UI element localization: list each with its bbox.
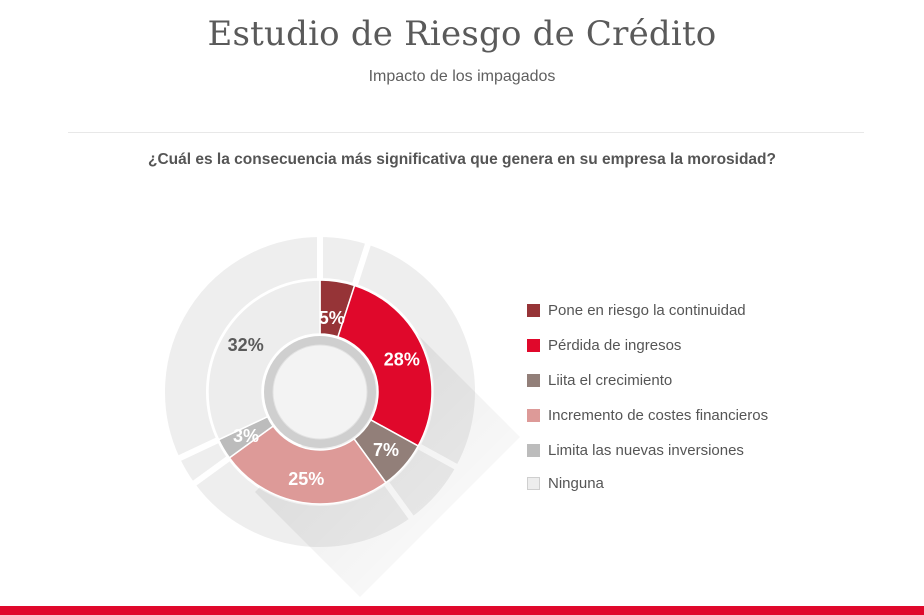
legend-swatch — [527, 374, 540, 387]
pie-slices — [207, 279, 433, 505]
slice-labels: 5% 28% 7% 25% 3% 32% — [228, 308, 420, 489]
legend-label: Incremento de costes financieros — [548, 407, 769, 424]
slice-label: 25% — [288, 469, 324, 489]
hole-center — [272, 344, 368, 440]
legend-label: Liita el crecimiento — [548, 372, 673, 389]
bottom-brand-bar — [0, 606, 924, 615]
legend-label: Limita las nuevas inversiones — [548, 442, 744, 459]
legend-swatch — [527, 304, 540, 317]
pie-slice — [228, 425, 387, 505]
legend-item: Limita las nuevas inversiones — [527, 442, 768, 459]
center-hole — [264, 336, 376, 448]
legend-swatch — [527, 444, 540, 457]
pie-slice — [336, 284, 433, 447]
slice-label: 3% — [233, 426, 259, 446]
legend: Pone en riesgo la continuidad Pérdida de … — [527, 302, 768, 492]
slice-label: 7% — [373, 440, 399, 460]
slice-label: 32% — [228, 335, 264, 355]
slice-label: 5% — [319, 308, 345, 328]
pie-slice — [207, 279, 321, 441]
legend-swatch — [527, 339, 540, 352]
legend-label: Pone en riesgo la continuidad — [548, 302, 746, 319]
legend-item: Pone en riesgo la continuidad — [527, 302, 768, 319]
legend-item: Incremento de costes financieros — [527, 407, 768, 424]
legend-label: Ninguna — [548, 475, 604, 492]
divider — [68, 132, 864, 133]
legend-item: Ninguna — [527, 475, 768, 492]
slice-label: 28% — [384, 350, 420, 370]
legend-swatch — [527, 409, 540, 422]
legend-item: Pérdida de ingresos — [527, 337, 768, 354]
legend-item: Liita el crecimiento — [527, 372, 768, 389]
page-subtitle: Impacto de los impagados — [368, 68, 556, 85]
legend-swatch — [527, 477, 540, 490]
page-title: Estudio de Riesgo de Crédito — [207, 14, 717, 54]
legend-label: Pérdida de ingresos — [548, 337, 682, 354]
chart-question: ¿Cuál es la consecuencia más significati… — [148, 151, 776, 168]
